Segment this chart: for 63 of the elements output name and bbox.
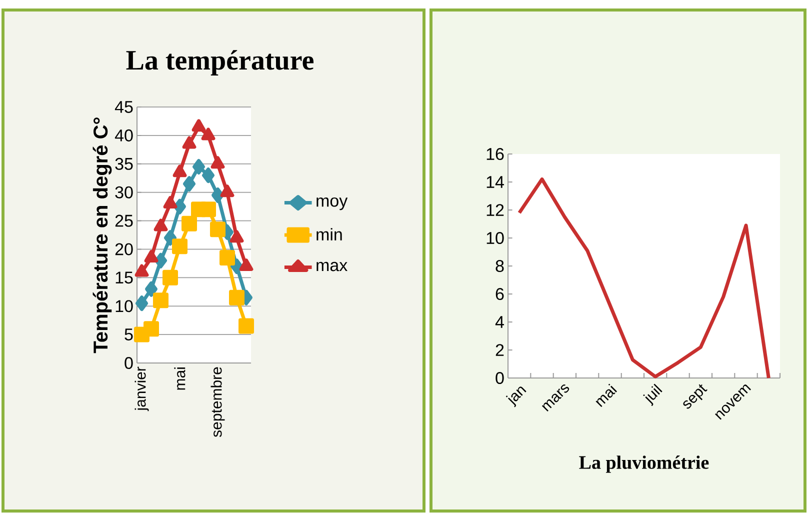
y-tick-label: 6	[496, 288, 504, 300]
point	[229, 290, 245, 306]
point	[172, 238, 188, 254]
legend-label: moy	[316, 198, 348, 210]
y-tick-label: 45	[114, 101, 133, 114]
y-tick-label: 15	[116, 272, 133, 284]
y-tick-label: 25	[115, 215, 133, 228]
point	[136, 296, 148, 312]
y-tick-label: 40	[114, 130, 133, 142]
point	[220, 250, 236, 266]
point	[163, 196, 178, 209]
y-tick-label: 5	[124, 328, 133, 341]
point	[182, 136, 196, 149]
point	[145, 282, 158, 298]
point	[162, 270, 178, 286]
y-tick-label: 12	[486, 204, 504, 216]
point	[153, 292, 169, 308]
y-axis-title: Température en degré C°	[92, 118, 112, 354]
point	[192, 119, 206, 132]
legend-label: min	[316, 228, 342, 241]
point	[182, 216, 198, 232]
x-tick-label: juil	[643, 384, 662, 406]
y-tick-label: 0	[496, 372, 504, 384]
x-tick-label: mai	[596, 384, 617, 408]
point	[174, 199, 186, 215]
point	[239, 258, 254, 272]
point	[144, 250, 158, 263]
x-tick-label: janvier	[134, 367, 149, 412]
point	[220, 184, 234, 198]
point	[144, 321, 160, 337]
y-tick-label: 10	[486, 232, 504, 244]
x-tick-label: jan	[506, 386, 526, 408]
legend-label: max	[316, 262, 348, 272]
chart-title: La température	[126, 50, 314, 76]
point	[212, 188, 224, 204]
point	[172, 164, 187, 178]
point	[202, 168, 215, 184]
line-series	[518, 178, 770, 380]
x-tick-label: mai	[174, 368, 186, 390]
point	[164, 230, 177, 246]
point	[238, 318, 254, 334]
y-tick-label: 20	[115, 243, 133, 256]
point	[154, 218, 168, 232]
point	[154, 253, 168, 269]
y-tick-label: 0	[124, 357, 133, 370]
y-tick-label: 10	[116, 300, 133, 312]
point	[210, 156, 225, 169]
y-tick-label: 8	[496, 260, 504, 272]
point	[183, 176, 196, 192]
y-tick-label: 35	[115, 158, 133, 170]
point	[210, 222, 226, 238]
text: La pluviométrie	[579, 456, 709, 474]
y-tick-label: 2	[496, 344, 504, 356]
x-tick-label: sept	[683, 384, 708, 409]
y-tick-label: 30	[115, 186, 133, 199]
point	[230, 230, 244, 243]
point	[192, 159, 206, 175]
y-tick-label: 16	[486, 148, 504, 160]
y-tick-label: 4	[495, 316, 504, 328]
y-tick-label: 14	[486, 176, 504, 188]
point	[200, 202, 216, 218]
point	[201, 128, 216, 140]
x-tick-label: septembre	[210, 367, 225, 438]
